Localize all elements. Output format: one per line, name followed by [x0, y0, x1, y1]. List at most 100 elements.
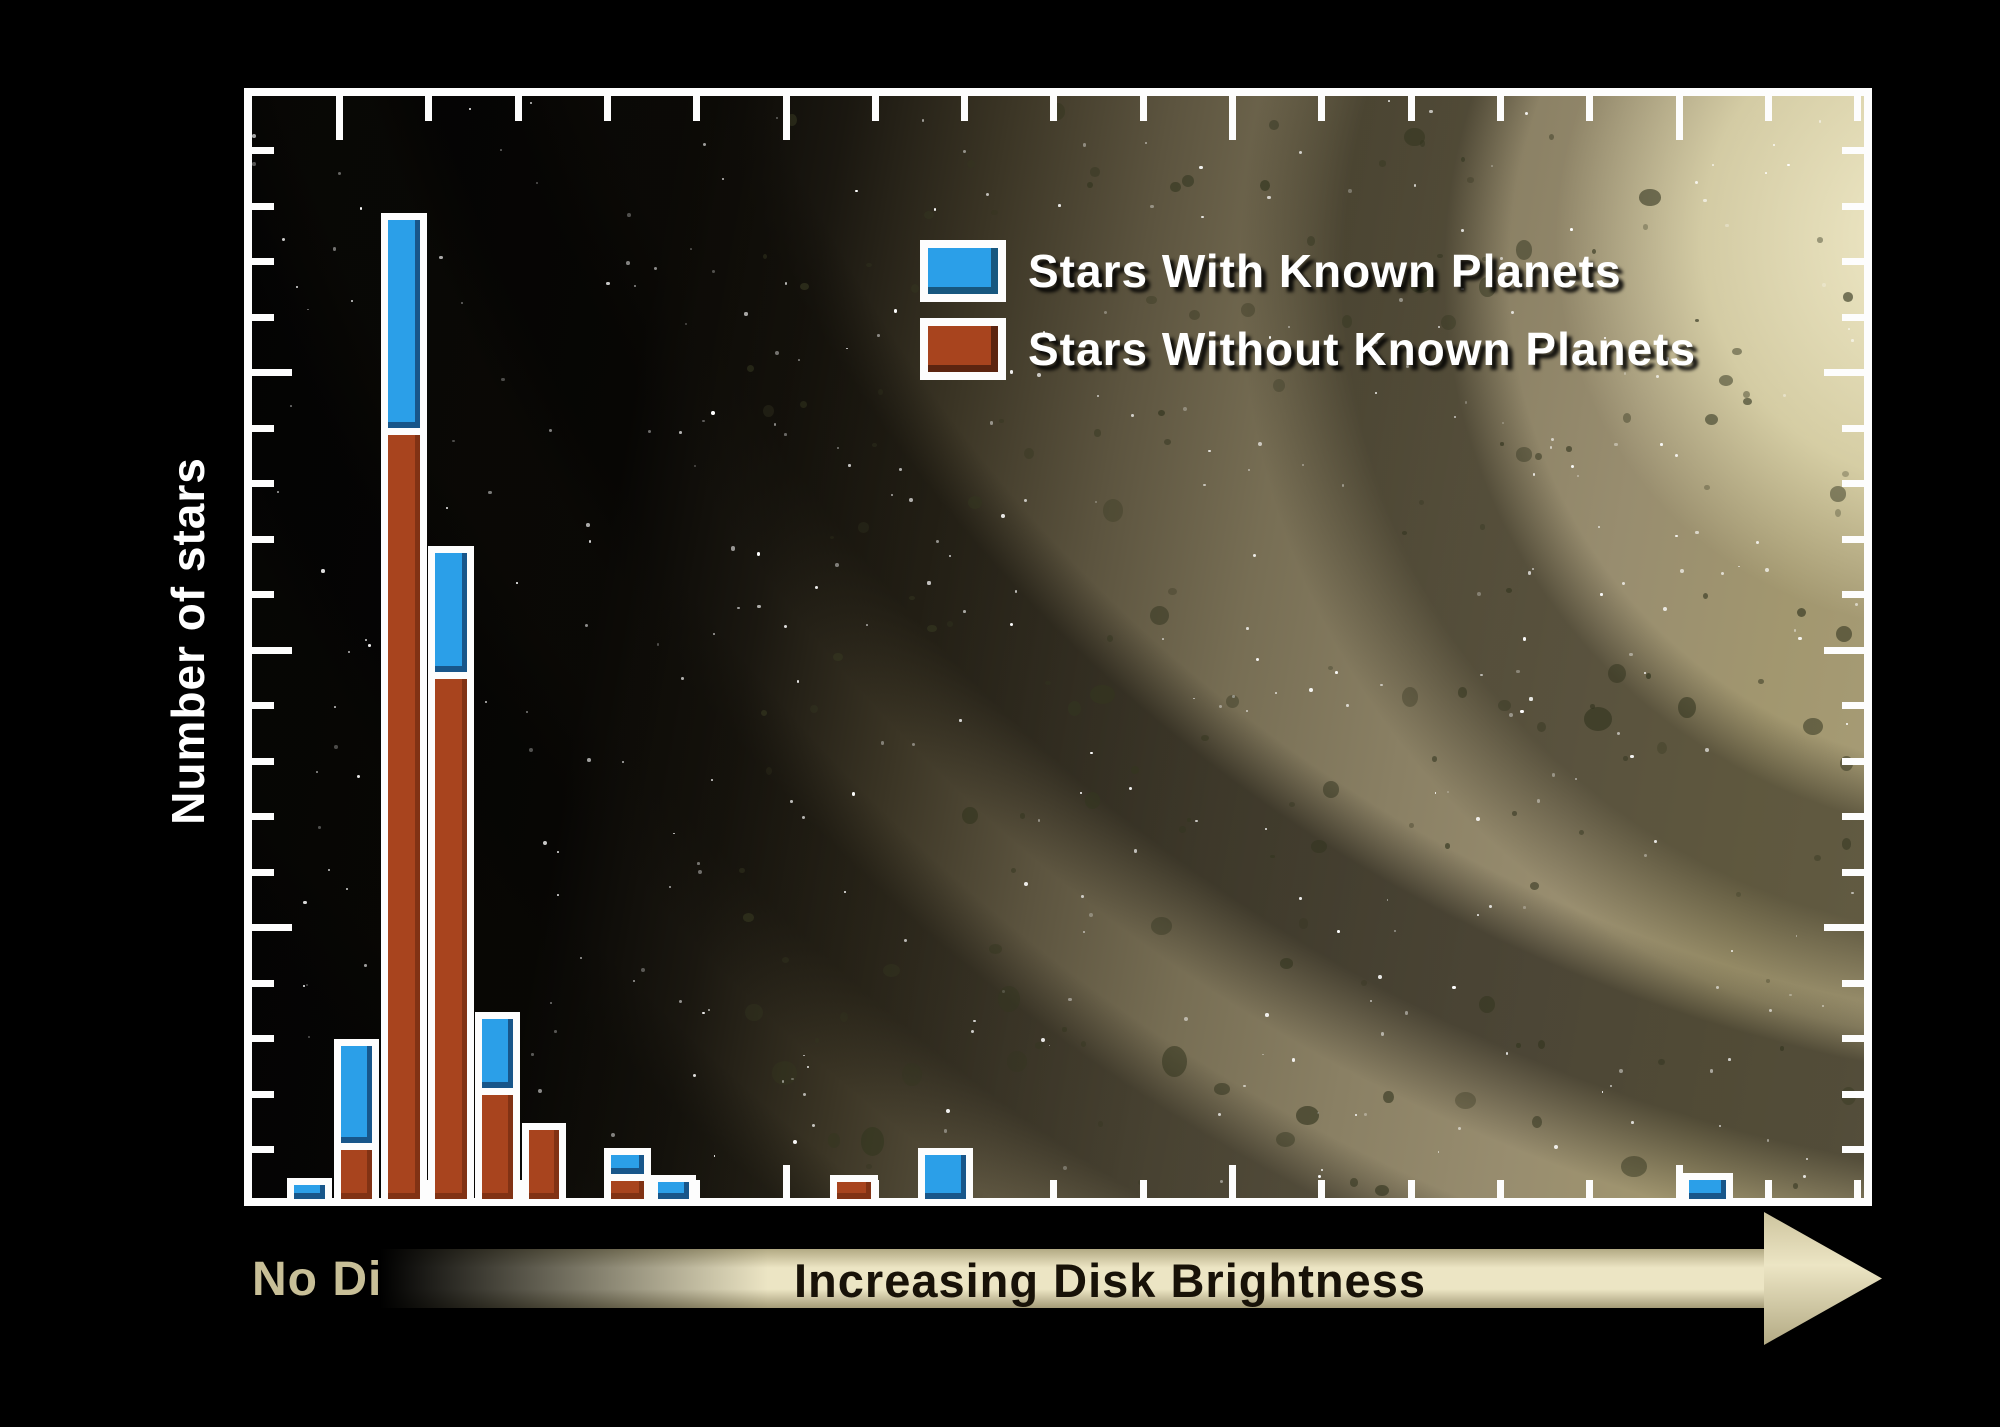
y-tick-right [1842, 702, 1864, 709]
axis-ticks [252, 96, 1864, 1198]
bar-segment-with-planets [651, 1175, 696, 1206]
y-tick-right [1824, 369, 1864, 376]
y-tick-left [252, 647, 292, 654]
x-tick-bottom [1765, 1180, 1772, 1198]
y-tick-right [1842, 1146, 1864, 1153]
legend-swatch-brown-icon [920, 318, 1006, 380]
x-tick-top [604, 96, 611, 121]
x-tick-top [1497, 96, 1504, 121]
bar-segment-with-planets [381, 213, 427, 435]
y-tick-right [1842, 425, 1864, 432]
x-tick-top [693, 96, 700, 121]
x-tick-top [336, 96, 343, 140]
debris-disk-artwork [252, 96, 1864, 1198]
bar [651, 1175, 696, 1206]
x-tick-top [961, 96, 968, 121]
y-tick-left [252, 758, 274, 765]
x-tick-bottom [1140, 1180, 1147, 1198]
bar-segment-without-planets [830, 1175, 878, 1206]
x-tick-bottom [1318, 1180, 1325, 1198]
y-tick-left [252, 314, 274, 321]
bar [428, 546, 474, 1206]
bar [1682, 1173, 1733, 1206]
x-tick-top [1408, 96, 1415, 121]
x-tick-top [425, 96, 432, 121]
y-tick-right [1842, 758, 1864, 765]
y-tick-right [1842, 869, 1864, 876]
x-tick-bottom [1586, 1180, 1593, 1198]
x-tick-top [1140, 96, 1147, 121]
x-tick-bottom [1229, 1165, 1236, 1198]
legend-label-without-planets: Stars Without Known Planets [1028, 323, 1697, 375]
y-tick-left [252, 591, 274, 598]
bar-segment-without-planets [604, 1174, 651, 1206]
y-tick-right [1842, 480, 1864, 487]
x-tick-bottom [1676, 1165, 1683, 1198]
y-tick-left [252, 203, 274, 210]
y-tick-left [252, 1146, 274, 1153]
bar-segment-with-planets [334, 1039, 379, 1150]
bar-segment-without-planets [522, 1123, 566, 1206]
y-tick-right [1842, 813, 1864, 820]
bar-segment-with-planets [287, 1178, 332, 1206]
x-tick-top [783, 96, 790, 140]
bar-segment-with-planets [918, 1148, 973, 1206]
brightness-arrow-bar [380, 1249, 1766, 1308]
y-tick-left [252, 813, 274, 820]
bar-segment-with-planets [428, 546, 474, 679]
legend-swatch-blue-icon [920, 240, 1006, 302]
y-tick-left [252, 258, 274, 265]
bar [381, 213, 427, 1206]
y-tick-left [252, 480, 274, 487]
bar [522, 1123, 566, 1206]
y-tick-right [1842, 203, 1864, 210]
x-tick-bottom [783, 1165, 790, 1198]
y-tick-right [1842, 591, 1864, 598]
x-tick-top [1050, 96, 1057, 121]
plot-frame: Stars With Known Planets Stars Without K… [244, 88, 1872, 1206]
x-tick-top [1765, 96, 1772, 121]
y-tick-left [252, 869, 274, 876]
x-tick-bottom [1854, 1180, 1861, 1198]
y-tick-right [1842, 1091, 1864, 1098]
y-tick-left [252, 369, 292, 376]
y-tick-right [1842, 258, 1864, 265]
brightness-arrow-head-icon [1764, 1212, 1882, 1345]
y-tick-left [252, 980, 274, 987]
y-tick-right [1842, 980, 1864, 987]
y-tick-left [252, 536, 274, 543]
legend-item-with-planets: Stars With Known Planets [920, 240, 1622, 302]
y-tick-right [1824, 647, 1864, 654]
y-tick-right [1842, 536, 1864, 543]
x-tick-bottom [693, 1180, 700, 1198]
brightness-arrow-label: Increasing Disk Brightness [794, 1254, 1426, 1307]
y-tick-right [1842, 147, 1864, 154]
star-field-speckles [252, 96, 1864, 1198]
y-tick-left [252, 924, 292, 931]
x-tick-top [1586, 96, 1593, 121]
bar-segment-without-planets [334, 1143, 379, 1206]
bar [475, 1012, 520, 1206]
y-tick-left [252, 1035, 274, 1042]
histogram-bars [252, 96, 1864, 1206]
legend-label-with-planets: Stars With Known Planets [1028, 245, 1622, 297]
y-tick-left [252, 702, 274, 709]
x-tick-top [872, 96, 879, 121]
x-tick-top [515, 96, 522, 121]
x-tick-bottom [1408, 1180, 1415, 1198]
x-tick-bottom [1497, 1180, 1504, 1198]
bar-segment-without-planets [381, 428, 427, 1206]
bar [287, 1178, 332, 1206]
y-tick-left [252, 425, 274, 432]
bar-segment-with-planets [1682, 1173, 1733, 1206]
y-axis-label: Number of stars [162, 457, 214, 825]
x-tick-top [1854, 96, 1861, 121]
y-tick-left [252, 147, 274, 154]
bar-segment-without-planets [428, 672, 474, 1206]
y-tick-left [252, 1091, 274, 1098]
bar-segment-without-planets [475, 1088, 520, 1206]
bar [830, 1175, 878, 1206]
bar [604, 1148, 651, 1206]
y-tick-right [1842, 314, 1864, 321]
